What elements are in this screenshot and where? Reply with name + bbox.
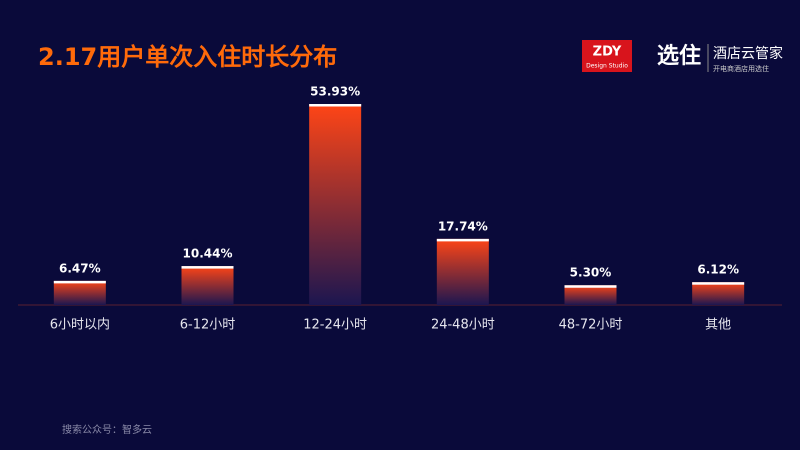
bar-cap — [309, 104, 362, 107]
x-tick-label: 6小时以内 — [50, 317, 110, 333]
bar — [692, 282, 745, 305]
x-tick-label: 48-72小时 — [559, 318, 623, 333]
value-label: 6.12% — [697, 263, 739, 277]
bar — [53, 280, 106, 305]
value-label: 5.30% — [570, 266, 612, 280]
brand-logo: 选住 — [657, 43, 701, 69]
value-label: 53.93% — [310, 85, 360, 99]
zdy-sub: Design Studio — [586, 63, 628, 70]
zdy-box — [582, 40, 632, 72]
value-label: 6.47% — [59, 261, 101, 275]
value-label: 10.44% — [183, 247, 233, 261]
bar — [436, 238, 489, 305]
bar-cap — [53, 280, 106, 284]
brand-tagline: 开电商酒店用选住 — [713, 64, 769, 73]
x-tick-label: 其他 — [705, 318, 731, 333]
zdy-text: ZDY — [593, 45, 622, 60]
chart-title: 2.17用户单次入住时长分布 — [38, 43, 337, 71]
bar-cap — [436, 238, 489, 242]
footer: 搜索公众号：智多云 — [62, 423, 152, 436]
bar-cap — [181, 266, 234, 269]
bar — [181, 266, 234, 305]
x-tick-label: 6-12小时 — [180, 318, 236, 333]
x-tick-label: 24-48小时 — [431, 318, 495, 333]
bar — [309, 104, 362, 305]
brand-name: 酒店云管家 — [713, 45, 783, 62]
bar-cap — [692, 282, 745, 285]
zdy-logo: ZDY Design Studio — [582, 40, 632, 72]
bar — [564, 285, 617, 305]
value-label: 17.74% — [438, 219, 488, 233]
x-tick-label: 12-24小时 — [303, 318, 367, 333]
bar-cap — [564, 285, 617, 288]
